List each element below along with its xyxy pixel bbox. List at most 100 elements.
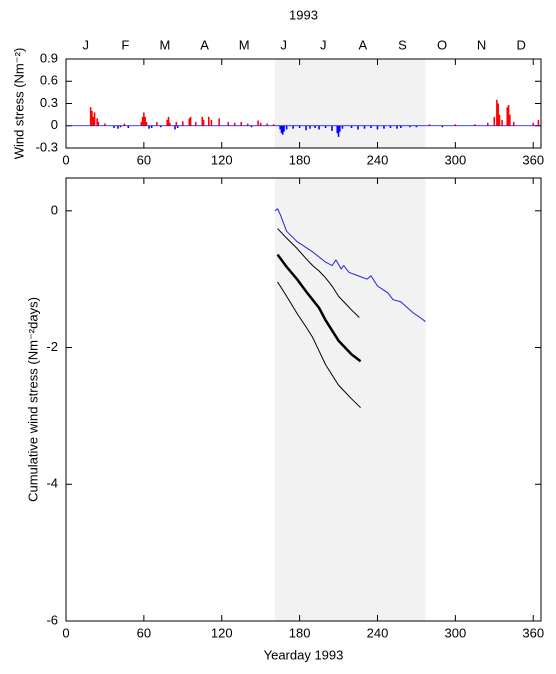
bar bbox=[202, 119, 205, 126]
plot-frame bbox=[65, 177, 542, 622]
bar bbox=[389, 125, 392, 128]
bar bbox=[279, 125, 281, 130]
bar bbox=[127, 125, 130, 128]
series-line bbox=[277, 228, 360, 318]
bar bbox=[280, 125, 283, 134]
bar bbox=[227, 122, 230, 126]
bar bbox=[250, 125, 253, 128]
bar bbox=[150, 125, 153, 128]
x-tick-label: 300 bbox=[444, 625, 466, 640]
x-tick-label: 180 bbox=[289, 152, 311, 167]
bar bbox=[195, 122, 197, 126]
highlight-band bbox=[274, 59, 426, 148]
bar bbox=[141, 116, 144, 126]
bar bbox=[309, 125, 311, 129]
bar bbox=[509, 114, 511, 126]
bar bbox=[145, 122, 148, 126]
bar bbox=[207, 116, 210, 126]
bar bbox=[233, 122, 236, 126]
chart-title: 1993 bbox=[289, 7, 318, 22]
bar bbox=[285, 125, 288, 130]
month-label: F bbox=[121, 37, 129, 52]
x-tick-label: 360 bbox=[522, 625, 544, 640]
bar bbox=[96, 118, 98, 126]
bar bbox=[218, 118, 220, 126]
bar bbox=[97, 122, 100, 126]
bar bbox=[176, 125, 179, 128]
bar bbox=[318, 125, 320, 130]
bar bbox=[337, 125, 340, 137]
bar bbox=[169, 122, 171, 126]
x-tick-label: 240 bbox=[367, 625, 389, 640]
x-tick-label: 60 bbox=[137, 152, 151, 167]
bar bbox=[376, 125, 379, 130]
bar bbox=[113, 125, 115, 128]
bar bbox=[501, 119, 503, 126]
bar bbox=[210, 119, 213, 126]
month-label: M bbox=[160, 37, 171, 52]
bar bbox=[400, 125, 402, 128]
y-tick-label: -4 bbox=[46, 476, 58, 491]
bar bbox=[497, 103, 499, 126]
y-tick-label: 0.3 bbox=[40, 95, 58, 110]
bar bbox=[266, 123, 268, 126]
bar bbox=[104, 123, 106, 126]
bar bbox=[240, 122, 242, 126]
x-tick-label: 300 bbox=[444, 152, 466, 167]
bar bbox=[409, 125, 411, 128]
bar bbox=[537, 119, 540, 126]
bar bbox=[324, 125, 327, 128]
bar bbox=[189, 116, 192, 126]
bar bbox=[91, 110, 93, 126]
bar bbox=[281, 125, 284, 135]
bar bbox=[148, 125, 150, 129]
bar bbox=[144, 116, 146, 126]
bar bbox=[357, 125, 359, 130]
bar bbox=[305, 125, 307, 131]
month-label: A bbox=[200, 37, 209, 52]
x-tick-label: 0 bbox=[62, 152, 69, 167]
y-tick-label: 0.9 bbox=[40, 50, 58, 65]
bar bbox=[292, 125, 294, 129]
month-label: A bbox=[359, 37, 368, 52]
bar bbox=[259, 122, 262, 126]
month-label: J bbox=[320, 37, 327, 52]
bar bbox=[331, 125, 333, 131]
bar bbox=[339, 125, 341, 132]
bar bbox=[140, 122, 143, 126]
bar bbox=[246, 123, 249, 126]
month-label: M bbox=[239, 37, 250, 52]
bar bbox=[487, 122, 489, 126]
bar bbox=[314, 125, 316, 128]
x-tick-label: 360 bbox=[522, 152, 544, 167]
bar bbox=[92, 116, 95, 126]
bar bbox=[283, 125, 285, 132]
y-tick-label: -2 bbox=[46, 339, 58, 354]
bar bbox=[257, 120, 259, 126]
month-label: S bbox=[398, 37, 407, 52]
month-label: J bbox=[83, 37, 90, 52]
month-label: J bbox=[280, 37, 287, 52]
bar bbox=[532, 122, 534, 126]
bar bbox=[156, 122, 158, 126]
bar bbox=[454, 124, 457, 126]
bar bbox=[496, 99, 498, 126]
highlight-band bbox=[274, 178, 426, 621]
series-line bbox=[276, 253, 362, 363]
bar bbox=[174, 125, 176, 130]
y-axis-label: Wind stress (Nm⁻²) bbox=[11, 48, 26, 160]
bar bbox=[498, 114, 501, 126]
bar bbox=[383, 125, 385, 129]
bar bbox=[474, 124, 476, 126]
bar bbox=[350, 125, 353, 128]
month-label: D bbox=[517, 37, 526, 52]
month-label: N bbox=[477, 37, 486, 52]
x-tick-label: 0 bbox=[62, 625, 69, 640]
month-label: O bbox=[437, 37, 447, 52]
x-tick-label: 180 bbox=[289, 625, 311, 640]
bar bbox=[123, 123, 126, 126]
bar bbox=[336, 125, 339, 134]
y-tick-label: 0 bbox=[51, 117, 58, 132]
